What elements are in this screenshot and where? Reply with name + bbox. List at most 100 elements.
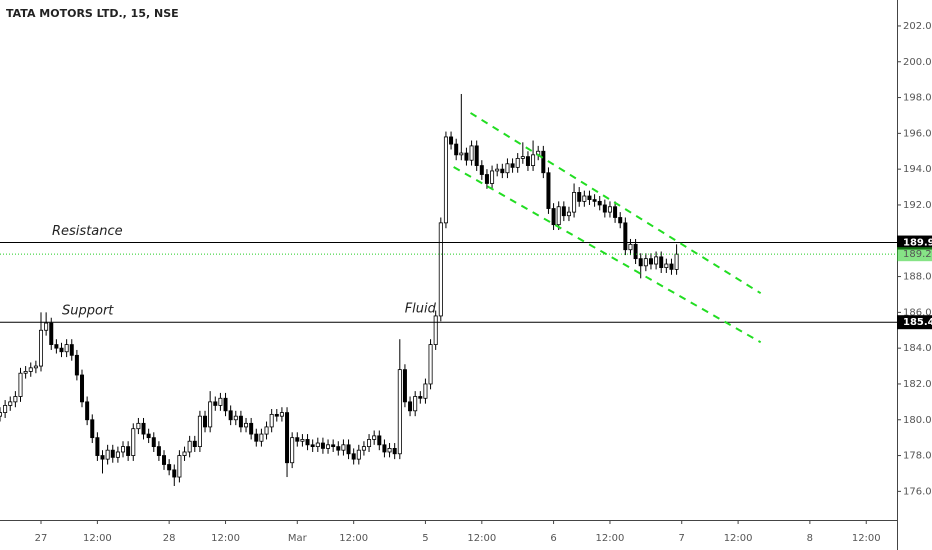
x-tick-label: 7: [679, 533, 685, 544]
candle-body: [100, 455, 105, 460]
annotation: Fluid: [405, 301, 437, 316]
x-tick-label: 6: [550, 533, 556, 544]
x-tick-label: 12:00: [83, 533, 112, 544]
y-tick-label: 176.00: [903, 486, 932, 497]
candle-body: [613, 206, 618, 218]
candle-body: [351, 453, 356, 460]
candle-body: [44, 322, 49, 331]
candle-body: [295, 437, 300, 442]
candle-body: [177, 455, 182, 478]
candle-body: [561, 206, 566, 217]
candle-body: [648, 258, 653, 265]
candle-body: [269, 413, 274, 428]
candle-body: [669, 263, 674, 270]
candle-body: [274, 413, 279, 417]
candle-body: [464, 152, 469, 161]
candle-body: [505, 163, 510, 174]
candle-body: [39, 329, 44, 367]
candle-body: [167, 464, 172, 471]
candle-body: [218, 397, 223, 406]
candle-body: [254, 433, 259, 442]
trendline: [453, 166, 762, 344]
candle-body: [525, 156, 530, 166]
candle-body: [454, 143, 459, 156]
y-tick-label: 202.00: [903, 21, 932, 32]
candle-body: [346, 444, 351, 455]
y-tick-label: 188.00: [903, 272, 932, 283]
candle-body: [59, 347, 64, 353]
candle-body: [449, 136, 454, 145]
candle-body: [361, 446, 366, 451]
candle-body: [223, 397, 228, 412]
candle-body: [484, 174, 489, 184]
candle-body: [233, 415, 238, 421]
x-tick-label: 12:00: [852, 533, 881, 544]
candle-body: [520, 156, 525, 159]
last-price-tag: [897, 247, 932, 262]
candle-body: [49, 322, 54, 345]
candle-body: [469, 145, 474, 161]
candle-body: [341, 444, 346, 451]
candle-body: [264, 426, 269, 435]
last-price-label: 189.25: [903, 249, 932, 260]
candle-body: [577, 192, 582, 202]
candle-body: [279, 412, 284, 417]
x-tick-label: Mar: [288, 533, 308, 544]
x-tick-label: 27: [35, 533, 48, 544]
candle-body: [151, 437, 156, 448]
candle-body: [597, 200, 602, 206]
candle-body: [674, 253, 679, 270]
x-tick-label: 12:00: [467, 533, 496, 544]
candle-body: [392, 447, 397, 455]
candle-body: [367, 439, 372, 448]
candle-body: [146, 433, 151, 439]
candle-body: [633, 243, 638, 260]
candle-body: [490, 170, 495, 184]
candle-body: [13, 396, 18, 403]
level-tag: [897, 315, 932, 330]
candle-body: [515, 158, 520, 168]
candle-body: [238, 415, 243, 428]
candle-body: [500, 168, 505, 174]
candle-body: [0, 412, 3, 417]
candle-body: [249, 422, 254, 435]
x-tick-label: 12:00: [724, 533, 753, 544]
candle-body: [336, 446, 341, 451]
x-tick-label: 28: [163, 533, 176, 544]
candle-body: [541, 150, 546, 174]
level-name: Support: [62, 304, 114, 319]
candle-body: [618, 217, 623, 224]
y-tick-label: 192.00: [903, 200, 932, 211]
candle-body: [438, 222, 443, 317]
candle-body: [126, 446, 131, 456]
candle-body: [192, 440, 197, 448]
candle-body: [556, 206, 561, 226]
candle-body: [474, 145, 479, 166]
candle-body: [592, 199, 597, 202]
candle-body: [546, 172, 551, 209]
y-tick-label: 178.00: [903, 451, 932, 462]
candle-body: [85, 401, 90, 421]
candle-body: [203, 415, 208, 428]
candle-body: [54, 344, 59, 349]
candle-body: [228, 410, 233, 421]
candle-body: [402, 369, 407, 403]
candle-body: [95, 437, 100, 456]
candle-body: [654, 256, 659, 265]
candle-body: [479, 165, 484, 175]
candle-body: [300, 439, 305, 442]
candle-body: [110, 449, 115, 458]
candle-body: [397, 369, 402, 455]
candle-body: [213, 401, 218, 406]
candle-body: [587, 195, 592, 200]
candle-body: [551, 208, 556, 226]
candle-body: [23, 371, 28, 374]
candle-body: [572, 192, 577, 213]
candle-body: [531, 154, 536, 166]
candle-body: [664, 263, 669, 269]
level-tag: [897, 235, 932, 250]
candle-body: [320, 442, 325, 449]
candle-body: [428, 344, 433, 385]
trendline: [470, 112, 762, 295]
